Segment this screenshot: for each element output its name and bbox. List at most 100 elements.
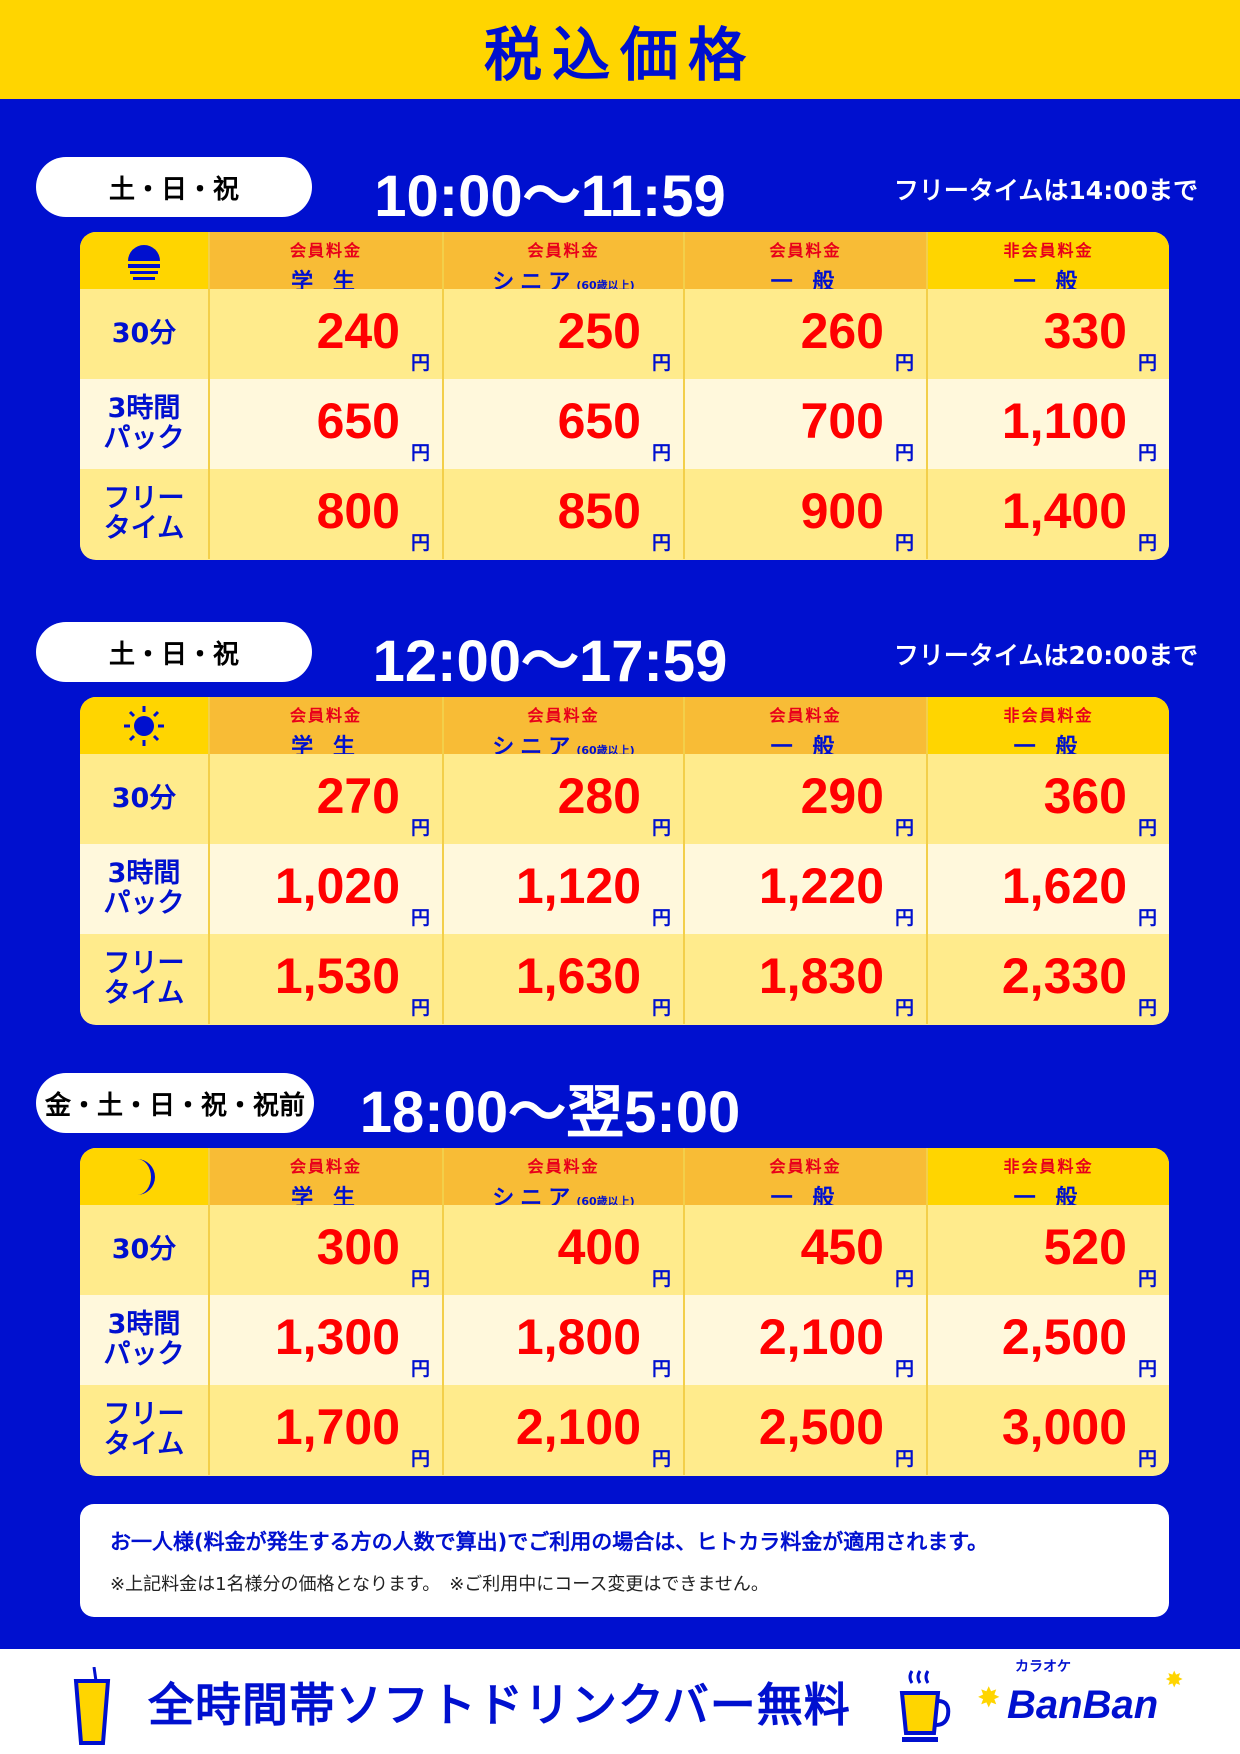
moon-icon — [80, 1148, 210, 1205]
yen-unit: 円 — [410, 532, 430, 554]
logo-kana: カラオケ — [1015, 1659, 1071, 1675]
yen-unit: 円 — [1137, 817, 1157, 839]
row-label: 3時間 パック — [80, 844, 210, 934]
column-rate-type: 会員料金 — [527, 1157, 600, 1176]
row-label: 30分 — [80, 754, 210, 844]
column-header: 非会員料金 一 般 — [928, 1148, 1169, 1211]
price-table: 会員料金 学 生 会員料金 シニア(60歳以上) 会員料金 一 般 非会員料金 … — [80, 697, 1169, 1025]
column-header: 非会員料金 一 般 — [928, 697, 1169, 760]
days-badge: 金・土・日・祝・祝前 — [36, 1073, 314, 1133]
price-value: 650 — [316, 393, 400, 449]
yen-unit: 円 — [651, 997, 671, 1019]
sun-icon — [80, 697, 210, 754]
price-cell: 1,100 円 — [928, 379, 1169, 469]
price-value: 1,620 — [1001, 858, 1127, 914]
price-cell: 900 円 — [685, 469, 928, 559]
price-cell: 800 円 — [210, 469, 444, 559]
row-label: フリー タイム — [80, 1385, 210, 1475]
column-header: 会員料金 学 生 — [210, 697, 444, 760]
column-header: 会員料金 学 生 — [210, 232, 444, 295]
price-value: 240 — [316, 303, 400, 359]
time-range: 12:00〜17:59 — [372, 629, 728, 694]
price-value: 2,100 — [515, 1399, 641, 1455]
price-table: 会員料金 学 生 会員料金 シニア(60歳以上) 会員料金 一 般 非会員料金 … — [80, 1148, 1169, 1476]
price-value: 1,800 — [515, 1309, 641, 1365]
price-value: 400 — [557, 1219, 641, 1275]
yen-unit: 円 — [1137, 352, 1157, 374]
yen-unit: 円 — [1137, 997, 1157, 1019]
column-rate-type: 会員料金 — [769, 706, 842, 725]
column-rate-type: 会員料金 — [289, 241, 362, 260]
column-header: 会員料金 シニア(60歳以上) — [444, 232, 685, 295]
price-cell: 1,630 円 — [444, 934, 685, 1024]
row-label: 3時間 パック — [80, 379, 210, 469]
star-icon: ✸ — [1165, 1668, 1184, 1693]
column-header: 会員料金 シニア(60歳以上) — [444, 697, 685, 760]
price-value: 270 — [316, 768, 400, 824]
column-header: 会員料金 一 般 — [685, 697, 928, 760]
price-cell: 2,500 円 — [685, 1385, 928, 1475]
column-header: 非会員料金 一 般 — [928, 232, 1169, 295]
notice-sub: ※上記料金は1名様分の価格となります。 ※ご利用中にコース変更はできません。 — [110, 1574, 769, 1595]
table-row: 30分 300 円 400 円 450 円 520 円 — [80, 1205, 1169, 1295]
yen-unit: 円 — [410, 352, 430, 374]
yen-unit: 円 — [651, 1448, 671, 1470]
price-value: 260 — [800, 303, 884, 359]
price-cell: 450 円 — [685, 1205, 928, 1295]
yen-unit: 円 — [410, 817, 430, 839]
drink-cup-icon — [73, 1667, 111, 1745]
column-rate-type: 会員料金 — [289, 706, 362, 725]
price-value: 700 — [800, 393, 884, 449]
price-value: 900 — [800, 483, 884, 539]
yen-unit: 円 — [1137, 1358, 1157, 1380]
banban-logo: ✸ カラオケ BanBan ✸ — [977, 1659, 1205, 1749]
price-value: 1,830 — [758, 948, 884, 1004]
days-badge: 土・日・祝 — [36, 157, 312, 217]
column-header: 会員料金 学 生 — [210, 1148, 444, 1211]
price-value: 300 — [316, 1219, 400, 1275]
yen-unit: 円 — [894, 997, 914, 1019]
price-cell: 280 円 — [444, 754, 685, 844]
price-value: 1,300 — [274, 1309, 400, 1365]
price-value: 2,100 — [758, 1309, 884, 1365]
column-header: 会員料金 シニア(60歳以上) — [444, 1148, 685, 1211]
header-banner: 税込価格 — [0, 0, 1240, 99]
price-value: 520 — [1043, 1219, 1127, 1275]
age-note: (60歳以上) — [576, 744, 635, 757]
price-value: 850 — [557, 483, 641, 539]
time-range: 18:00〜翌5:00 — [359, 1080, 741, 1145]
table-row: フリー タイム 800 円 850 円 900 円 1,400 円 — [80, 469, 1169, 559]
yen-unit: 円 — [1137, 907, 1157, 929]
price-value: 1,100 — [1001, 393, 1127, 449]
price-cell: 2,100 円 — [444, 1385, 685, 1475]
days-badge: 土・日・祝 — [36, 622, 312, 682]
yen-unit: 円 — [894, 1268, 914, 1290]
price-cell: 520 円 — [928, 1205, 1169, 1295]
free-drink-bar-text: 全時間帯ソフトドリンクバー無料 — [148, 1678, 851, 1732]
price-cell: 400 円 — [444, 1205, 685, 1295]
price-cell: 1,620 円 — [928, 844, 1169, 934]
yen-unit: 円 — [1137, 442, 1157, 464]
star-icon: ✸ — [977, 1681, 1001, 1714]
table-row: フリー タイム 1,530 円 1,630 円 1,830 円 2,330 円 — [80, 934, 1169, 1024]
free-time-note: フリータイムは20:00まで — [893, 641, 1198, 670]
price-cell: 1,530 円 — [210, 934, 444, 1024]
price-cell: 270 円 — [210, 754, 444, 844]
price-cell: 1,800 円 — [444, 1295, 685, 1385]
table-row: フリー タイム 1,700 円 2,100 円 2,500 円 3,000 円 — [80, 1385, 1169, 1475]
page-title: 税込価格 — [483, 20, 756, 89]
logo-text: BanBan — [1007, 1683, 1159, 1727]
price-cell: 300 円 — [210, 1205, 444, 1295]
row-label: フリー タイム — [80, 469, 210, 559]
price-value: 450 — [800, 1219, 884, 1275]
price-table: 会員料金 学 生 会員料金 シニア(60歳以上) 会員料金 一 般 非会員料金 … — [80, 232, 1169, 560]
price-cell: 1,300 円 — [210, 1295, 444, 1385]
column-rate-type: 会員料金 — [527, 241, 600, 260]
row-label: 3時間 パック — [80, 1295, 210, 1385]
yen-unit: 円 — [410, 907, 430, 929]
price-value: 1,120 — [515, 858, 641, 914]
price-value: 1,020 — [274, 858, 400, 914]
price-cell: 2,500 円 — [928, 1295, 1169, 1385]
time-range: 10:00〜11:59 — [374, 164, 726, 229]
price-value: 290 — [800, 768, 884, 824]
